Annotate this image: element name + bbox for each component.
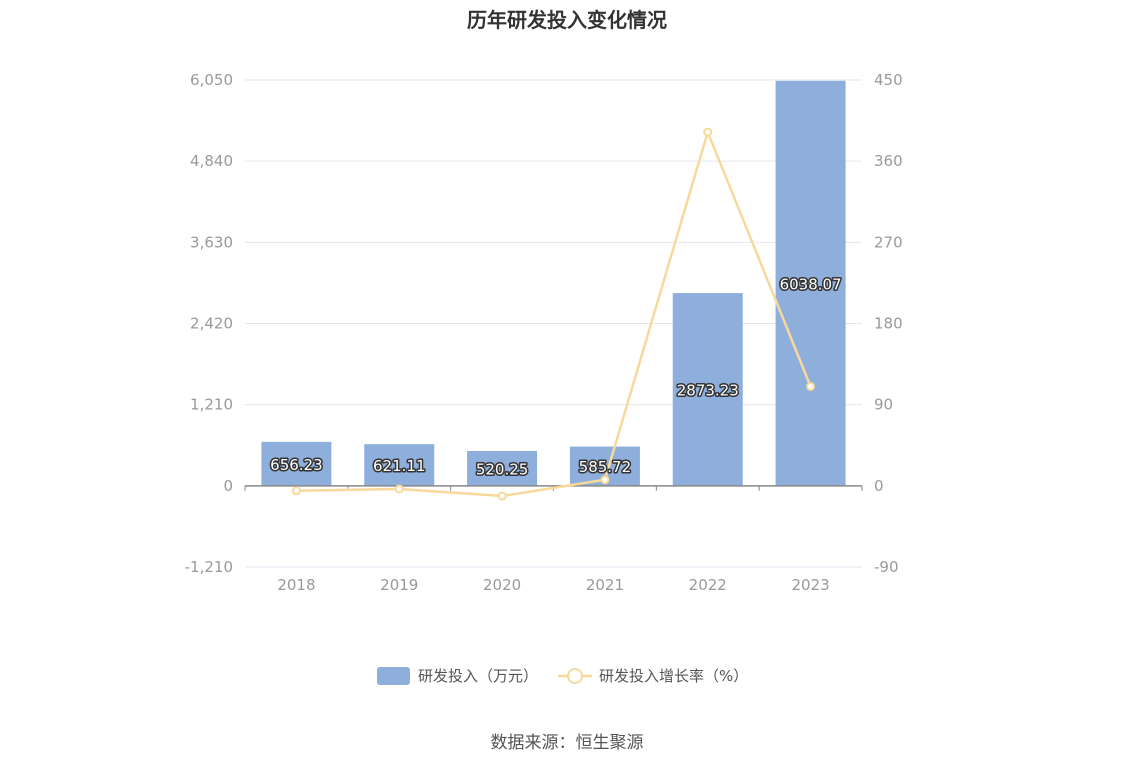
bar-value-label: 2873.23 <box>677 381 739 399</box>
x-tick-label: 2020 <box>483 576 521 594</box>
y-right-tick-label: 270 <box>874 233 903 251</box>
bar <box>364 444 435 486</box>
x-tick-label: 2018 <box>277 576 315 594</box>
bar <box>467 450 538 486</box>
grid-lines <box>245 79 862 568</box>
y-left-tick-label: -1,210 <box>185 558 233 576</box>
growth-rate-point <box>291 486 301 496</box>
bar <box>672 293 743 486</box>
x-tick-label: 2022 <box>689 576 727 594</box>
bar-value-label: 621.11 <box>373 457 426 475</box>
y-left-tick-label: 0 <box>223 477 233 495</box>
axes: -1,210 0 1,210 2,420 3,630 4,840 6,050 -90 0 90 18… <box>185 71 903 594</box>
y-left-tick-label: 1,210 <box>190 396 233 414</box>
legend-line-marker <box>567 668 583 684</box>
bar-value-label: 520.25 <box>476 460 529 478</box>
growth-rate-point <box>497 491 507 501</box>
bar <box>261 441 332 486</box>
legend-bar-swatch <box>377 667 410 685</box>
y-right-tick-label: 180 <box>874 315 903 333</box>
growth-rate-point <box>703 127 713 137</box>
y-left-tick-label: 3,630 <box>190 233 233 251</box>
y-right-tick-label: 90 <box>874 396 893 414</box>
y-left-tick-label: 6,050 <box>190 71 233 89</box>
bar-value-label: 6038.07 <box>780 275 842 293</box>
line-series <box>291 127 816 501</box>
y-right-tick-label: -90 <box>874 558 899 576</box>
bar <box>775 80 846 486</box>
y-left-tick-label: 2,420 <box>190 315 233 333</box>
legend-bar-label: 研发投入（万元） <box>418 667 538 685</box>
x-tick-label: 2023 <box>791 576 829 594</box>
legend-line-label: 研发投入增长率（%） <box>599 667 748 685</box>
bar-value-label: 585.72 <box>579 458 632 476</box>
y-left-tick-label: 4,840 <box>190 152 233 170</box>
y-right-tick-label: 360 <box>874 152 903 170</box>
x-tick-label: 2019 <box>380 576 418 594</box>
growth-rate-point <box>806 381 816 391</box>
y-right-tick-label: 450 <box>874 71 903 89</box>
bar-value-label: 656.23 <box>270 456 323 474</box>
chart-title: 历年研发投入变化情况 <box>467 8 667 32</box>
bar-series <box>261 80 846 486</box>
data-source-note: 数据来源：恒生聚源 <box>490 733 644 753</box>
legend[interactable]: 研发投入（万元） 研发投入增长率（%） <box>377 667 748 685</box>
growth-rate-point <box>600 475 610 485</box>
y-right-tick-label: 0 <box>874 477 884 495</box>
growth-rate-line <box>296 128 812 498</box>
data-labels: 656.23 621.11 520.25 585.72 2873.23 6038.07 <box>269 274 843 480</box>
growth-rate-point <box>394 484 404 494</box>
x-tick-label: 2021 <box>586 576 624 594</box>
